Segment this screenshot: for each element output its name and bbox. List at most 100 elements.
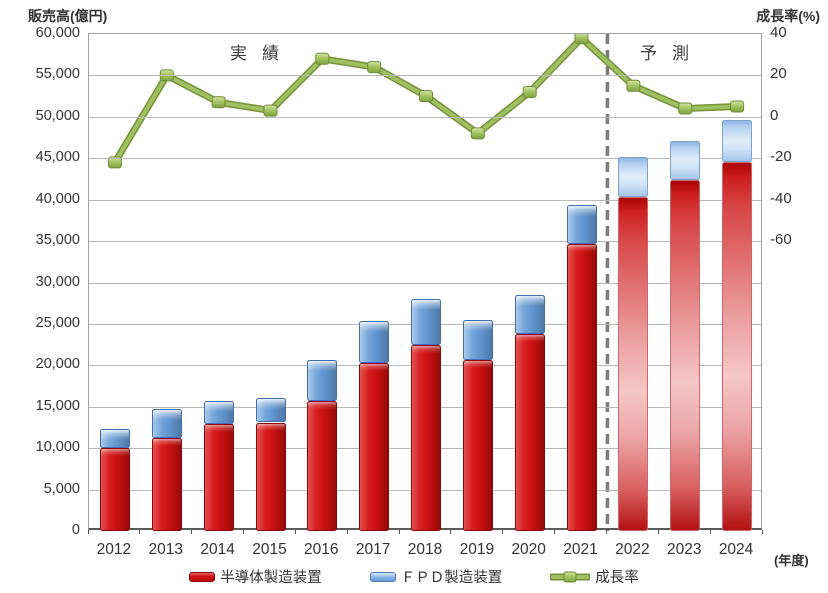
bar-fpd-2013	[151, 409, 182, 439]
left-tick-10000: 10,000	[35, 439, 80, 456]
bar-fpd-2020	[514, 294, 545, 334]
right-axis-title: 成長率(%)	[756, 8, 820, 24]
plot-area: 実績 予測	[88, 33, 762, 531]
x-axis-unit-label: (年度)	[774, 553, 809, 568]
x-label-2019: 2019	[459, 541, 495, 558]
x-label-2023: 2023	[666, 541, 702, 558]
growth-marker-2022	[626, 79, 641, 92]
growth-marker-2020	[522, 86, 537, 98]
bar-semiconductor-2019	[462, 359, 493, 531]
x-label-2012: 2012	[96, 541, 132, 558]
annotation-forecast-label: 予測	[640, 44, 704, 63]
right-tick--40: -40	[770, 189, 792, 207]
bar-fpd-2015	[255, 397, 286, 423]
left-tick-15000: 15,000	[35, 397, 80, 414]
bar-semiconductor-2016	[307, 401, 338, 531]
legend-growth-line-icon	[550, 571, 591, 582]
bar-semiconductor-2021	[566, 244, 597, 531]
x-axis-tick	[709, 530, 711, 534]
x-label-2018: 2018	[407, 541, 443, 558]
x-axis-tick	[450, 530, 452, 534]
legend-item-fpd: ＦＰＤ製造装置	[369, 566, 503, 587]
growth-marker-2024	[730, 100, 745, 113]
x-axis-tick	[243, 530, 245, 534]
x-axis-tick	[502, 530, 504, 534]
bar-semiconductor-2012	[99, 448, 130, 531]
bar-fpd-2022	[618, 156, 649, 198]
bar-fpd-2023	[670, 140, 701, 180]
bar-semiconductor-2020	[514, 333, 545, 531]
x-axis-tick	[657, 530, 659, 534]
legend: 半導体製造装置 ＦＰＤ製造装置 成長率	[0, 566, 828, 587]
bar-semiconductor-2015	[255, 422, 286, 531]
gridline	[89, 199, 761, 201]
gridline	[89, 75, 761, 77]
left-tick-35000: 35,000	[35, 232, 80, 249]
x-axis-tick	[87, 530, 89, 534]
growth-marker-2018	[419, 90, 433, 103]
x-axis-tick	[761, 530, 763, 534]
x-label-2013: 2013	[148, 541, 183, 558]
x-axis-tick	[139, 530, 141, 534]
left-tick-60000: 60,000	[35, 25, 80, 41]
left-axis-title: 販売高(億円)	[28, 8, 108, 24]
left-tick-55000: 55,000	[35, 66, 80, 83]
legend-label-fpd: ＦＰＤ製造装置	[400, 570, 503, 586]
x-axis-tick	[346, 530, 348, 534]
left-tick-25000: 25,000	[35, 314, 80, 331]
growth-marker-2019	[470, 127, 485, 140]
left-tick-40000: 40,000	[35, 190, 80, 207]
growth-marker-2021	[574, 34, 589, 45]
growth-marker-2017	[367, 61, 382, 74]
x-label-2016: 2016	[304, 541, 339, 558]
right-tick-0: 0	[770, 106, 779, 124]
bar-fpd-2021	[566, 204, 597, 245]
x-label-2014: 2014	[200, 541, 235, 558]
x-axis-tick	[605, 530, 607, 534]
x-axis-tick	[191, 530, 193, 534]
bar-semiconductor-2017	[359, 362, 390, 531]
right-tick-40: 40	[770, 24, 787, 41]
bar-semiconductor-2024	[722, 162, 753, 531]
bar-fpd-2019	[462, 319, 493, 360]
x-label-2017: 2017	[355, 541, 391, 558]
x-label-2020: 2020	[511, 541, 546, 558]
left-tick-45000: 45,000	[35, 149, 80, 166]
bar-semiconductor-2022	[618, 197, 649, 531]
bar-semiconductor-2014	[203, 424, 234, 531]
right-tick-20: 20	[770, 65, 787, 83]
x-axis-tick	[294, 530, 296, 534]
legend-label-semi: 半導体製造装置	[220, 570, 322, 586]
growth-marker-2015	[263, 104, 278, 117]
gridline	[89, 241, 761, 243]
x-label-2024: 2024	[718, 541, 754, 558]
left-tick-0: 0	[71, 522, 80, 538]
left-tick-20000: 20,000	[35, 356, 80, 373]
x-label-2021: 2021	[563, 541, 598, 558]
bar-fpd-2017	[359, 320, 390, 363]
x-axis-tick	[554, 530, 556, 534]
annotation-actual-label: 実績	[230, 44, 294, 63]
growth-marker-2023	[678, 102, 693, 115]
right-tick--60: -60	[770, 231, 792, 249]
legend-item-growth: 成長率	[550, 566, 639, 587]
bar-semiconductor-2013	[151, 438, 182, 531]
gridline	[89, 158, 761, 160]
bar-fpd-2024	[722, 120, 753, 163]
x-axis-tick	[398, 530, 400, 534]
left-tick-5000: 5,000	[43, 480, 80, 497]
left-tick-50000: 50,000	[35, 107, 80, 124]
x-label-2022: 2022	[615, 541, 650, 558]
bar-semiconductor-2023	[670, 179, 701, 531]
bar-fpd-2014	[203, 401, 234, 425]
bar-semiconductor-2018	[411, 344, 441, 531]
growth-marker-2014	[211, 96, 226, 109]
bar-fpd-2016	[307, 360, 338, 401]
legend-item-semi: 半導体製造装置	[189, 566, 322, 587]
bar-fpd-2018	[411, 299, 441, 345]
bar-fpd-2012	[99, 429, 130, 449]
legend-label-growth: 成長率	[595, 570, 639, 586]
left-tick-30000: 30,000	[35, 273, 80, 290]
legend-fpd-swatch-icon	[369, 571, 396, 582]
